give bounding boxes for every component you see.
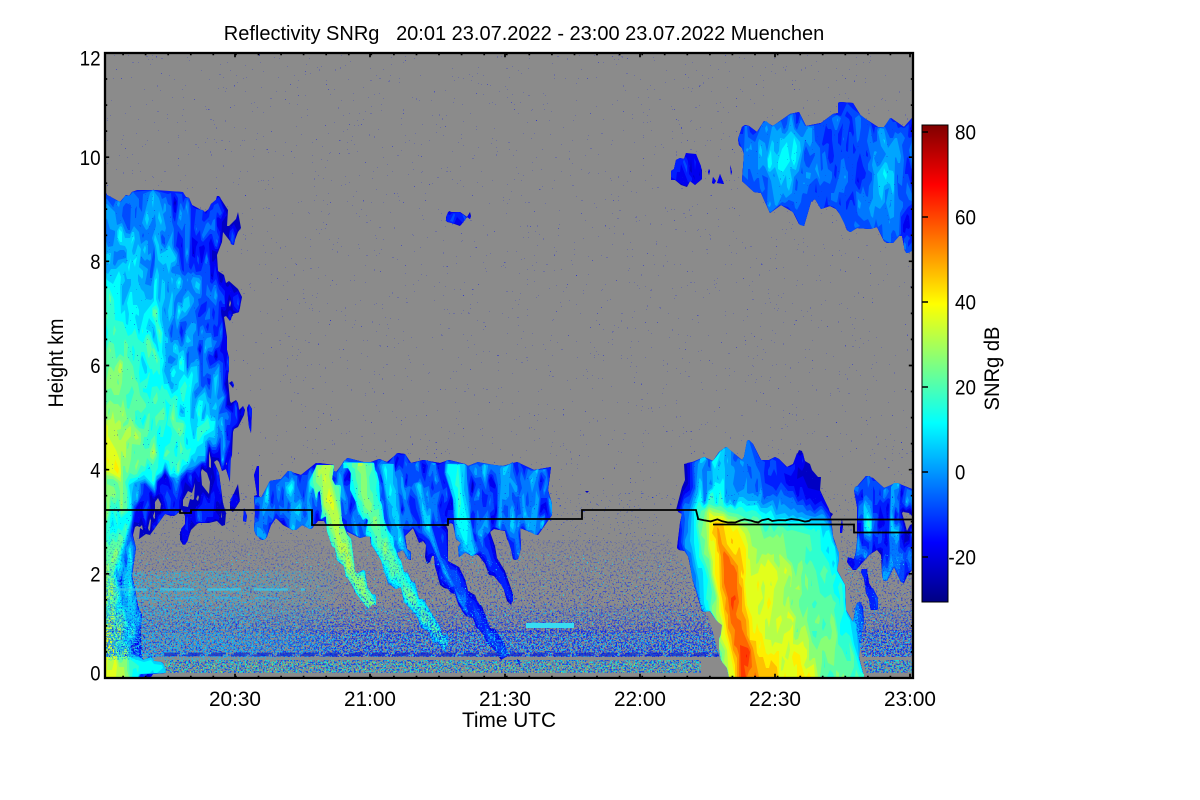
svg-text:Height km: Height km <box>44 319 68 408</box>
svg-text:60: 60 <box>955 206 976 230</box>
svg-text:0: 0 <box>90 662 100 686</box>
svg-text:0: 0 <box>955 461 965 485</box>
svg-text:Reflectivity SNRg 20:01 23.0: Reflectivity SNRg 20:01 23.07.2022 - 23:… <box>224 23 824 45</box>
svg-text:Time UTC: Time UTC <box>462 708 556 732</box>
svg-text:6: 6 <box>90 354 100 378</box>
svg-text:22:30: 22:30 <box>749 687 801 711</box>
svg-text:4: 4 <box>90 458 100 482</box>
svg-text:23:00: 23:00 <box>884 687 936 711</box>
svg-text:2: 2 <box>90 563 100 587</box>
svg-text:80: 80 <box>955 121 976 145</box>
svg-text:10: 10 <box>80 146 101 170</box>
svg-text:8: 8 <box>90 250 100 274</box>
svg-text:20: 20 <box>955 376 976 400</box>
svg-text:22:00: 22:00 <box>614 687 666 711</box>
svg-text:21:30: 21:30 <box>479 687 531 711</box>
svg-text:40: 40 <box>955 291 976 315</box>
svg-text:12: 12 <box>80 47 101 71</box>
svg-text:20:30: 20:30 <box>209 687 261 711</box>
svg-text:21:00: 21:00 <box>344 687 396 711</box>
svg-text:-20: -20 <box>948 546 976 570</box>
svg-text:SNRg dB: SNRg dB <box>980 327 1004 411</box>
